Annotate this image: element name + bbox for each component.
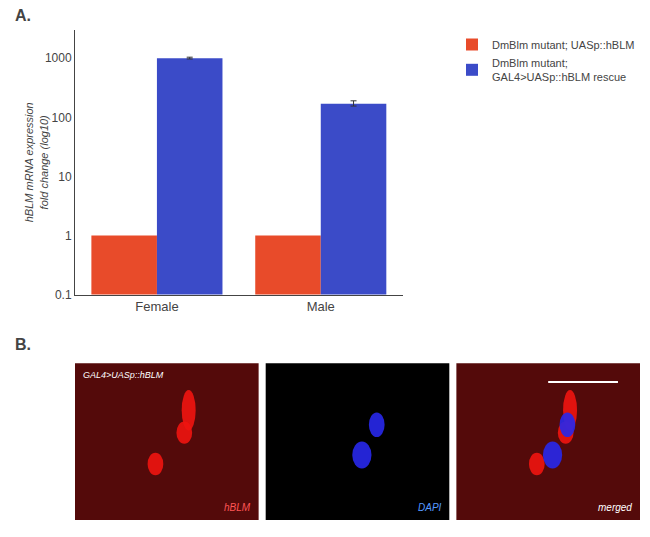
svg-text:10: 10 [58,170,72,184]
svg-text:Male: Male [307,299,335,314]
svg-text:GAL4>UASp::hBLM: GAL4>UASp::hBLM [83,370,164,380]
svg-text:100: 100 [52,111,72,125]
svg-text:B.: B. [15,336,31,353]
svg-text:DmBlm mutant; UASp::hBLM: DmBlm mutant; UASp::hBLM [492,39,634,51]
svg-text:0.1: 0.1 [55,288,72,302]
svg-text:hBLM mRNA expressionfold chang: hBLM mRNA expressionfold change (log10) [23,102,49,222]
svg-text:1: 1 [65,229,72,243]
svg-text:hBLM: hBLM [224,502,251,513]
svg-text:DAPI: DAPI [418,502,442,513]
svg-text:Female: Female [135,299,178,314]
svg-text:1000: 1000 [45,51,72,65]
svg-text:DmBlm mutant;GAL4>UASp::hBLM r: DmBlm mutant;GAL4>UASp::hBLM rescue [492,57,626,83]
svg-text:merged: merged [598,502,632,513]
svg-text:A.: A. [15,7,31,24]
